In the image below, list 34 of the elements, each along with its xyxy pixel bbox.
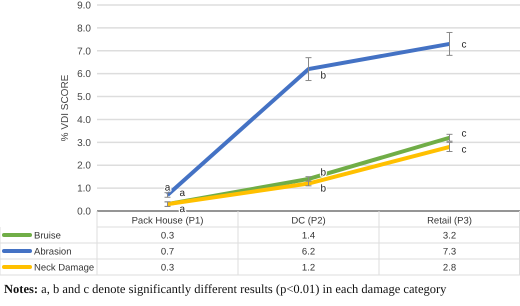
annotation: b xyxy=(320,70,326,82)
data-label: 0.7 xyxy=(160,246,174,258)
y-tick-label: 2.0 xyxy=(77,160,92,172)
data-label: 0.3 xyxy=(160,262,174,274)
y-axis-title: % VDI SCORE xyxy=(60,74,71,142)
y-tick-label: 9.0 xyxy=(77,0,92,12)
data-label: 2.8 xyxy=(442,262,456,274)
y-tick-label: 1.0 xyxy=(77,184,92,195)
y-tick-label: 6.0 xyxy=(77,69,92,80)
annotation: b xyxy=(320,184,326,195)
y-tick-label: 4.0 xyxy=(77,114,92,126)
legend-label: Bruise xyxy=(34,230,61,242)
y-tick-label: 0.0 xyxy=(77,206,92,218)
text: Notes: a, b and c denote significantly different results (p<0.01) in each damage category xyxy=(4,282,448,296)
annotation: a xyxy=(164,182,171,194)
data-label: 3.2 xyxy=(442,230,456,242)
y-tick-label: 7.0 xyxy=(77,46,92,58)
data-label: 1.2 xyxy=(302,262,316,274)
annotation: c xyxy=(462,144,466,156)
data-label: 7.3 xyxy=(442,246,456,258)
legend-label: Neck Damage xyxy=(34,262,94,274)
legend-label: Abrasion xyxy=(34,246,72,258)
data-label: 1.4 xyxy=(302,230,316,242)
annotation: a xyxy=(180,188,186,200)
x-tick-label: DC (P2) xyxy=(291,215,326,226)
y-tick-label: 5.0 xyxy=(77,92,92,104)
x-tick-label: Pack House (P1) xyxy=(132,215,204,226)
x-tick-label: Retail (P3) xyxy=(427,215,472,226)
annotation: c xyxy=(462,39,466,50)
data-label: 6.2 xyxy=(302,246,316,258)
y-tick-label: 8.0 xyxy=(77,23,92,34)
data-label: 0.3 xyxy=(160,230,174,242)
y-tick-label: 3.0 xyxy=(77,138,92,149)
annotation: c xyxy=(462,128,466,140)
